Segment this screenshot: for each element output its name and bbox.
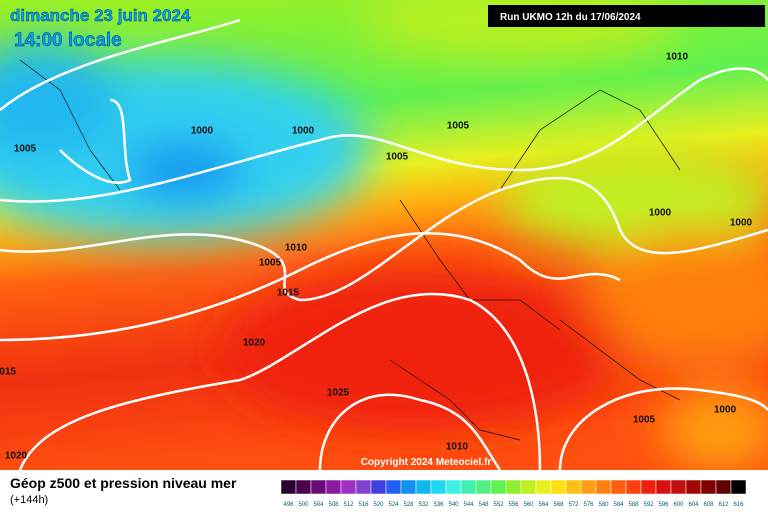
- scale-swatch: [640, 479, 657, 495]
- scale-label: 540: [448, 502, 459, 508]
- isobar-label: 1015: [277, 288, 300, 299]
- time-title: 14:00 locale: [14, 30, 122, 51]
- isobar-label: 1005: [447, 121, 470, 132]
- scale-swatch: [535, 479, 552, 495]
- map: 1000 100010051005100510101000100010101005…: [0, 0, 768, 470]
- scale-swatch: [670, 479, 687, 495]
- scale-swatch: [370, 479, 387, 495]
- scale-label: 536: [433, 502, 444, 508]
- scale-swatch: [415, 479, 432, 495]
- scale-label: 528: [403, 502, 414, 508]
- scale-swatch: [490, 479, 507, 495]
- scale-swatch: [610, 479, 627, 495]
- isobar-label: 1000: [292, 126, 315, 137]
- scale-label: 608: [703, 502, 714, 508]
- scale-label: 596: [658, 502, 669, 508]
- scale-swatch: [460, 479, 477, 495]
- scale-label: 556: [508, 502, 519, 508]
- isobar-label: 1000: [191, 126, 214, 137]
- isobar-label: 1010: [666, 52, 689, 63]
- scale-label: 548: [478, 502, 489, 508]
- scale-swatch: [280, 479, 297, 495]
- scale-swatch: [520, 479, 537, 495]
- scale-swatch: [730, 479, 747, 495]
- scale-swatch: [580, 479, 597, 495]
- scale-swatch: [655, 479, 672, 495]
- scale-label: 580: [598, 502, 609, 508]
- copyright: Copyright 2024 Meteociel.fr: [361, 457, 492, 468]
- isobar-label: 1005: [259, 258, 282, 269]
- scale-swatch: [430, 479, 447, 495]
- scale-label: 516: [358, 502, 369, 508]
- scale-label: 508: [328, 502, 339, 508]
- scale-swatch: [400, 479, 417, 495]
- scale-label: 600: [673, 502, 684, 508]
- isobar-label: 1000: [714, 405, 737, 416]
- scale-label: 496: [283, 502, 294, 508]
- run-box: [488, 5, 765, 27]
- scale-label: 560: [523, 502, 534, 508]
- isobar-label: 1020: [243, 338, 266, 349]
- scale-label: 532: [418, 502, 429, 508]
- scale-label: 544: [463, 502, 474, 508]
- scale-label: 572: [568, 502, 579, 508]
- footer-lead: (+144h): [10, 494, 48, 506]
- scale-swatch: [550, 479, 567, 495]
- scale-label: 588: [628, 502, 639, 508]
- scale-label: 564: [538, 502, 549, 508]
- isobar-label: 1000: [730, 218, 753, 229]
- scale-label: 584: [613, 502, 624, 508]
- scale-swatch: [295, 479, 312, 495]
- scale-swatch: [385, 479, 402, 495]
- isobar-label: 1010: [285, 243, 308, 254]
- scale-label: 568: [553, 502, 564, 508]
- scale-label: 512: [343, 502, 354, 508]
- scale-swatch: [685, 479, 702, 495]
- scale-swatch: [505, 479, 522, 495]
- scale-swatch: [700, 479, 717, 495]
- scale-swatch: [310, 479, 327, 495]
- scale-swatch: [355, 479, 372, 495]
- isobar-label: 1015: [0, 367, 17, 378]
- scale-label: 504: [313, 502, 324, 508]
- scale-swatch: [565, 479, 582, 495]
- isobar-label: 1010: [446, 442, 469, 453]
- footer-title: Géop z500 et pression niveau mer: [10, 475, 237, 491]
- scale-label: 524: [388, 502, 399, 508]
- scale-swatch: [625, 479, 642, 495]
- scale-label: 592: [643, 502, 654, 508]
- scale-swatch: [325, 479, 342, 495]
- run-info: Run UKMO 12h du 17/06/2024: [500, 12, 641, 23]
- scale-swatch: [715, 479, 732, 495]
- isobar-label: 1005: [386, 152, 409, 163]
- scale-label: 520: [373, 502, 384, 508]
- scale-label: 500: [298, 502, 309, 508]
- scale-swatch: [475, 479, 492, 495]
- date-title: dimanche 23 juin 2024: [10, 6, 191, 25]
- scale-label: 576: [583, 502, 594, 508]
- scale-label: 612: [718, 502, 729, 508]
- isobar-label: 1005: [14, 144, 37, 155]
- isobar-label: 1025: [327, 388, 350, 399]
- isobar-label: 1020: [5, 451, 28, 462]
- scale-swatch: [340, 479, 357, 495]
- scale-label: 604: [688, 502, 699, 508]
- isobar-label: 1005: [633, 415, 656, 426]
- scale-label: 616: [733, 502, 744, 508]
- isobar-label: 1000: [649, 208, 672, 219]
- scale-swatch: [445, 479, 462, 495]
- color-scale: 496 500 504 508 512 516 520 524 528 532 536 540 544 5…: [280, 479, 747, 508]
- scale-swatch: [595, 479, 612, 495]
- scale-label: 552: [493, 502, 504, 508]
